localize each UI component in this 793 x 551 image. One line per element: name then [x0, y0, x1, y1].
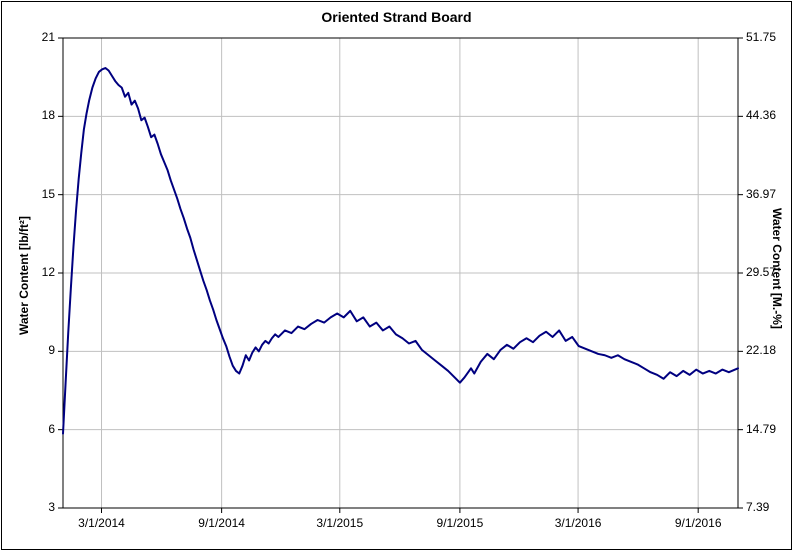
y-left-tick-label: 9 — [48, 343, 55, 357]
y-right-tick-label: 29.57 — [746, 265, 776, 279]
y-right-tick-label: 7.39 — [746, 500, 769, 514]
x-tick-label: 3/1/2014 — [72, 516, 132, 530]
y-right-tick-label: 51.75 — [746, 30, 776, 44]
y-right-tick-label: 22.18 — [746, 343, 776, 357]
x-tick-label: 3/1/2015 — [310, 516, 370, 530]
y-right-tick-label: 36.97 — [746, 187, 776, 201]
y-left-tick-label: 21 — [42, 30, 55, 44]
y-left-tick-label: 15 — [42, 187, 55, 201]
y-right-tick-label: 14.79 — [746, 422, 776, 436]
y-right-tick-label: 44.36 — [746, 108, 776, 122]
y-left-tick-label: 6 — [48, 422, 55, 436]
x-tick-label: 3/1/2016 — [548, 516, 608, 530]
x-tick-label: 9/1/2015 — [430, 516, 490, 530]
y-left-axis-label: Water Content [lb/ft²] — [17, 216, 31, 335]
y-left-tick-label: 3 — [48, 500, 55, 514]
x-tick-label: 9/1/2014 — [192, 516, 252, 530]
y-left-tick-label: 18 — [42, 108, 55, 122]
chart-svg — [0, 0, 793, 551]
x-tick-label: 9/1/2016 — [668, 516, 728, 530]
y-left-tick-label: 12 — [42, 265, 55, 279]
